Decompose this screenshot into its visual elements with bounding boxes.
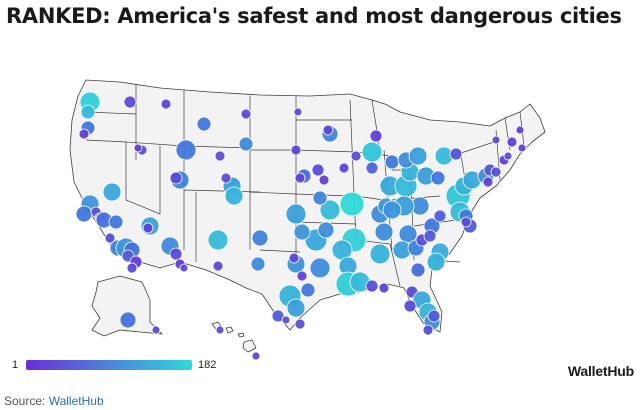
city-marker[interactable] [403, 299, 417, 313]
state-outlines [69, 79, 546, 353]
city-marker[interactable] [294, 318, 306, 330]
city-marker[interactable] [286, 298, 306, 318]
city-marker[interactable] [382, 200, 402, 220]
city-marker[interactable] [408, 146, 428, 166]
city-marker[interactable] [119, 311, 137, 329]
city-marker[interactable] [126, 262, 138, 274]
city-marker[interactable] [196, 116, 212, 132]
city-marker[interactable] [378, 282, 390, 294]
city-marker[interactable] [339, 191, 365, 217]
city-marker[interactable] [318, 174, 330, 186]
city-marker[interactable] [317, 221, 335, 239]
city-marker[interactable] [175, 139, 197, 161]
city-marker[interactable] [482, 176, 494, 188]
city-marker[interactable] [410, 262, 426, 278]
hawaii-island-2 [225, 326, 234, 334]
city-marker[interactable] [319, 199, 341, 221]
city-marker[interactable] [212, 260, 224, 272]
city-marker[interactable] [430, 170, 446, 186]
city-marker[interactable] [293, 107, 303, 117]
city-marker[interactable] [300, 282, 316, 298]
city-marker[interactable] [151, 325, 161, 335]
map-title: RANKED: America's safest and most danger… [6, 4, 622, 28]
city-marker[interactable] [490, 166, 502, 178]
city-marker[interactable] [515, 125, 525, 135]
source-prefix: Source: [4, 394, 49, 408]
city-marker[interactable] [251, 351, 261, 361]
city-marker[interactable] [427, 309, 441, 323]
city-marker[interactable] [422, 324, 434, 336]
city-marker[interactable] [108, 214, 124, 230]
city-marker[interactable] [271, 309, 285, 323]
city-marker[interactable] [142, 222, 154, 234]
city-marker[interactable] [365, 279, 379, 293]
city-marker[interactable] [350, 150, 362, 162]
city-marker[interactable] [250, 256, 266, 272]
city-marker[interactable] [294, 172, 306, 184]
legend-min-label: 1 [12, 359, 19, 371]
city-marker[interactable] [449, 147, 463, 161]
city-marker[interactable] [491, 135, 501, 145]
hawaii-island-3 [237, 332, 245, 338]
city-marker[interactable] [102, 182, 122, 202]
city-marker[interactable] [288, 252, 300, 264]
hawaii-island-4 [242, 339, 257, 353]
city-marker[interactable] [220, 172, 232, 184]
city-marker[interactable] [75, 205, 93, 223]
city-marker[interactable] [338, 162, 350, 174]
city-marker[interactable] [80, 104, 96, 120]
city-marker[interactable] [78, 128, 90, 140]
city-marker[interactable] [423, 229, 437, 243]
city-marker[interactable] [369, 243, 391, 265]
city-marker[interactable] [169, 247, 183, 261]
city-marker[interactable] [365, 161, 379, 175]
city-marker[interactable] [104, 232, 116, 244]
city-marker[interactable] [179, 263, 189, 273]
city-marker[interactable] [240, 108, 252, 120]
city-marker[interactable] [374, 222, 394, 242]
city-marker[interactable] [322, 124, 334, 136]
city-marker[interactable] [133, 143, 143, 153]
city-marker[interactable] [433, 209, 447, 223]
legend-max-label: 182 [198, 359, 217, 371]
city-marker[interactable] [506, 136, 518, 148]
city-marker[interactable] [311, 163, 325, 177]
city-marker[interactable] [285, 203, 307, 225]
alaska-outline [91, 275, 163, 337]
city-marker[interactable] [160, 98, 172, 110]
city-marker[interactable] [281, 315, 291, 325]
city-marker[interactable] [251, 229, 269, 247]
city-marker[interactable] [123, 95, 137, 109]
city-marker[interactable] [169, 171, 183, 185]
city-marker[interactable] [426, 252, 446, 272]
city-marker[interactable] [312, 190, 328, 206]
city-marker[interactable] [517, 143, 527, 153]
city-marker[interactable] [296, 270, 308, 282]
city-marker[interactable] [290, 144, 302, 156]
city-marker[interactable] [293, 223, 311, 241]
city-marker[interactable] [384, 154, 400, 170]
city-markers [75, 91, 527, 361]
legend-color-scale [26, 360, 192, 370]
city-marker[interactable] [214, 150, 226, 162]
city-marker[interactable] [215, 325, 225, 335]
city-marker[interactable] [238, 136, 254, 152]
city-marker[interactable] [503, 151, 513, 161]
source-credit: Source: WalletHub [4, 394, 104, 408]
city-marker[interactable] [361, 141, 383, 163]
city-marker[interactable] [207, 229, 229, 251]
city-marker[interactable] [224, 186, 244, 206]
wallethub-logo: WalletHub [567, 363, 634, 379]
city-marker[interactable] [369, 129, 383, 143]
city-marker[interactable] [460, 216, 472, 228]
city-marker[interactable] [309, 257, 331, 279]
source-link[interactable]: WalletHub [48, 394, 104, 408]
